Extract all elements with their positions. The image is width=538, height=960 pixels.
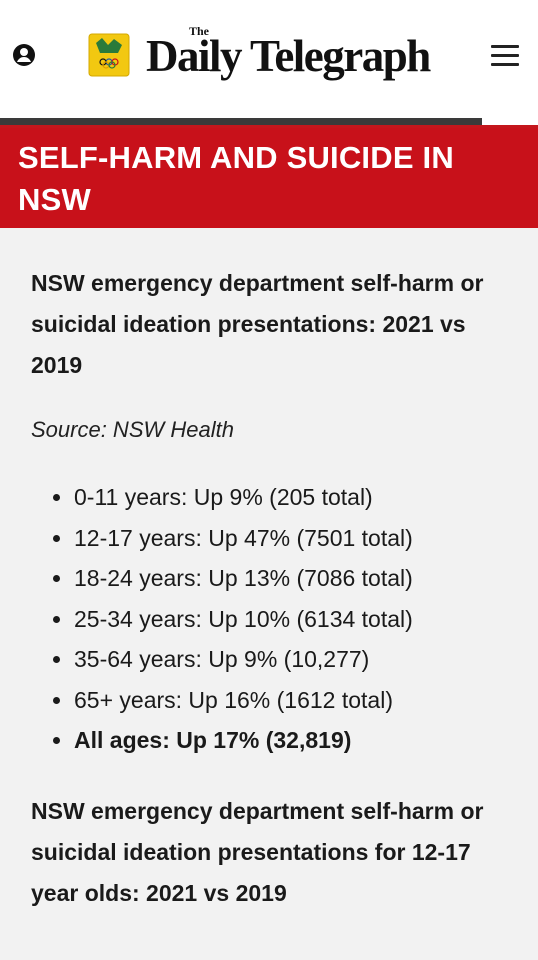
article-body: NSW emergency department self-harm or su… <box>0 228 538 914</box>
list-item: 18-24 years: Up 13% (7086 total) <box>51 558 508 599</box>
article-heading: NSW emergency department self-harm or su… <box>31 270 484 378</box>
list-item: 0-11 years: Up 9% (205 total) <box>51 477 508 518</box>
section-banner: SELF-HARM AND SUICIDE IN NSW <box>0 128 538 228</box>
list-item: 25-34 years: Up 10% (6134 total) <box>51 599 508 640</box>
stats-list: 0-11 years: Up 9% (205 total) 12-17 year… <box>31 477 508 761</box>
masthead-logo[interactable]: The Daily Telegraph <box>146 24 431 86</box>
list-item-total: All ages: Up 17% (32,819) <box>51 720 508 761</box>
section-title: SELF-HARM AND SUICIDE IN NSW <box>18 140 454 217</box>
masthead-title: Daily Telegraph <box>146 31 431 81</box>
list-item: 35-64 years: Up 9% (10,277) <box>51 639 508 680</box>
list-item: 65+ years: Up 16% (1612 total) <box>51 680 508 721</box>
site-header: The Daily Telegraph <box>0 0 538 118</box>
header-divider <box>0 118 538 130</box>
list-item: 12-17 years: Up 47% (7501 total) <box>51 518 508 559</box>
user-icon[interactable] <box>12 43 36 67</box>
source-line: Source: NSW Health <box>31 417 234 442</box>
menu-icon[interactable] <box>491 45 519 67</box>
masthead-the: The <box>189 24 210 38</box>
article-subheading: NSW emergency department self-harm or su… <box>31 797 484 906</box>
crest-logo[interactable] <box>88 33 130 77</box>
